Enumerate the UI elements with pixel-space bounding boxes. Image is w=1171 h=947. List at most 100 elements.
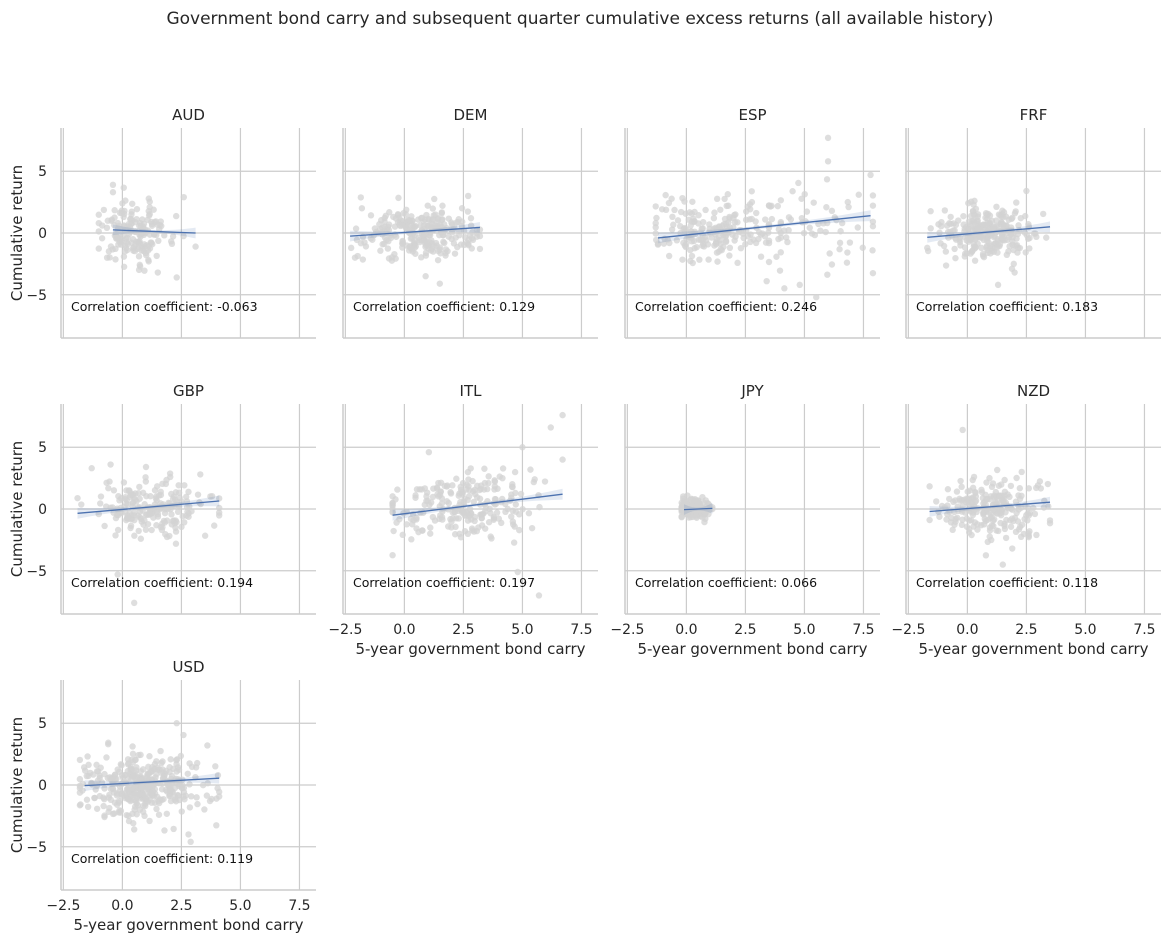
point-esp-24 xyxy=(742,241,749,248)
point-usd-344 xyxy=(186,781,193,788)
point-nzd-79 xyxy=(1002,534,1010,542)
point-itl-128 xyxy=(488,535,495,542)
point-dem-250 xyxy=(403,206,410,214)
point-usd-299 xyxy=(110,780,117,787)
point-itl-220 xyxy=(437,512,444,519)
point-frf-251 xyxy=(989,244,996,251)
point-frf-61 xyxy=(936,229,943,236)
correlation-label-frf: Correlation coefficient: 0.183 xyxy=(916,299,1098,314)
ytick-label-usd-1: 0 xyxy=(38,778,47,794)
point-gbp-155 xyxy=(121,508,129,515)
point-itl-135 xyxy=(527,466,534,473)
point-esp-210 xyxy=(765,258,773,266)
point-dem-257 xyxy=(381,227,388,235)
point-dem-246 xyxy=(411,244,418,252)
point-itl-143 xyxy=(517,490,525,498)
point-gbp-198 xyxy=(129,499,137,506)
point-gbp-156 xyxy=(136,483,143,491)
point-aud-95 xyxy=(150,231,158,238)
point-nzd-105 xyxy=(1033,531,1040,539)
point-usd-152 xyxy=(184,770,191,777)
point-esp-153 xyxy=(653,214,660,222)
point-nzd-195 xyxy=(950,498,957,506)
point-esp-185 xyxy=(721,233,729,240)
point-esp-173 xyxy=(740,234,747,242)
point-nzd-205 xyxy=(969,511,977,519)
xlabel-itl: 5-year government bond carry xyxy=(355,640,585,658)
point-usd-150 xyxy=(194,800,201,808)
point-esp-214 xyxy=(837,228,844,235)
panel-gbp: GBP Correlation coefficient: 0.194 5 0 −5Cum… xyxy=(8,382,316,615)
point-esp-247 xyxy=(824,271,831,278)
point-gbp-110 xyxy=(163,476,170,484)
point-usd-272 xyxy=(186,804,194,811)
regression-line-frf xyxy=(927,226,1051,238)
point-esp-129 xyxy=(687,257,694,265)
point-esp-8 xyxy=(713,195,721,203)
scatter-points-nzd xyxy=(926,426,1054,568)
point-jpy-142 xyxy=(678,513,685,520)
point-itl-230 xyxy=(559,411,566,419)
ytick-label-usd-2: −5 xyxy=(26,840,47,856)
point-gbp-81 xyxy=(127,522,135,529)
point-frf-205 xyxy=(984,210,992,218)
point-esp-57 xyxy=(753,209,760,217)
point-aud-87 xyxy=(122,197,129,204)
point-dem-4 xyxy=(467,215,475,222)
regression-line-esp xyxy=(657,215,871,239)
scatter-points-itl xyxy=(389,411,566,599)
xtick-label-usd-4: 7.5 xyxy=(288,898,310,914)
point-usd-311 xyxy=(88,781,96,788)
point-esp-193 xyxy=(732,233,739,240)
point-dem-177 xyxy=(448,221,456,228)
point-gbp-103 xyxy=(166,532,173,540)
ytick-label-aud-2: −5 xyxy=(26,288,47,304)
ytick-label-aud-0: 5 xyxy=(38,164,47,180)
xtick-label-itl-0: −2.5 xyxy=(328,622,362,638)
point-gbp-197 xyxy=(153,522,160,529)
point-itl-200 xyxy=(509,507,516,514)
point-aud-55 xyxy=(161,232,168,239)
point-itl-130 xyxy=(469,477,476,485)
correlation-label-gbp: Correlation coefficient: 0.194 xyxy=(71,575,253,590)
point-usd-245 xyxy=(215,793,223,800)
panel-aud: AUD Correlation coefficient: -0.063 5 0 −5Cu… xyxy=(8,106,316,339)
point-gbp-181 xyxy=(150,514,157,521)
point-gbp-179 xyxy=(135,490,142,497)
point-itl-154 xyxy=(399,531,406,539)
xlabel-nzd: 5-year government bond carry xyxy=(918,640,1148,658)
point-aud-120 xyxy=(169,233,177,240)
point-esp-138 xyxy=(695,236,703,243)
point-esp-101 xyxy=(695,220,702,227)
point-esp-112 xyxy=(734,259,741,267)
point-jpy-140 xyxy=(683,503,691,511)
point-itl-171 xyxy=(389,505,396,513)
point-dem-122 xyxy=(422,249,430,257)
point-itl-37 xyxy=(493,509,501,516)
point-nzd-232 xyxy=(1009,545,1016,552)
point-dem-53 xyxy=(439,202,446,209)
point-esp-133 xyxy=(677,208,685,216)
point-aud-100 xyxy=(135,253,143,260)
point-aud-170 xyxy=(109,181,117,189)
point-gbp-37 xyxy=(185,488,192,496)
point-gbp-159 xyxy=(153,497,160,504)
panel-title-dem: DEM xyxy=(454,106,488,124)
point-esp-26 xyxy=(660,240,668,247)
point-esp-234 xyxy=(836,246,843,253)
point-esp-222 xyxy=(776,267,784,274)
point-itl-82 xyxy=(453,475,460,482)
point-nzd-141 xyxy=(954,503,961,510)
point-dem-244 xyxy=(436,246,443,253)
point-dem-260 xyxy=(436,280,444,287)
point-esp-108 xyxy=(696,256,703,263)
point-dem-259 xyxy=(392,215,400,222)
point-itl-159 xyxy=(418,486,425,493)
panel-title-itl: ITL xyxy=(460,382,483,400)
point-nzd-218 xyxy=(944,510,951,518)
point-dem-121 xyxy=(438,209,446,216)
point-esp-35 xyxy=(714,258,721,265)
point-itl-180 xyxy=(491,477,498,484)
point-esp-212 xyxy=(826,250,833,257)
point-frf-129 xyxy=(961,244,969,251)
